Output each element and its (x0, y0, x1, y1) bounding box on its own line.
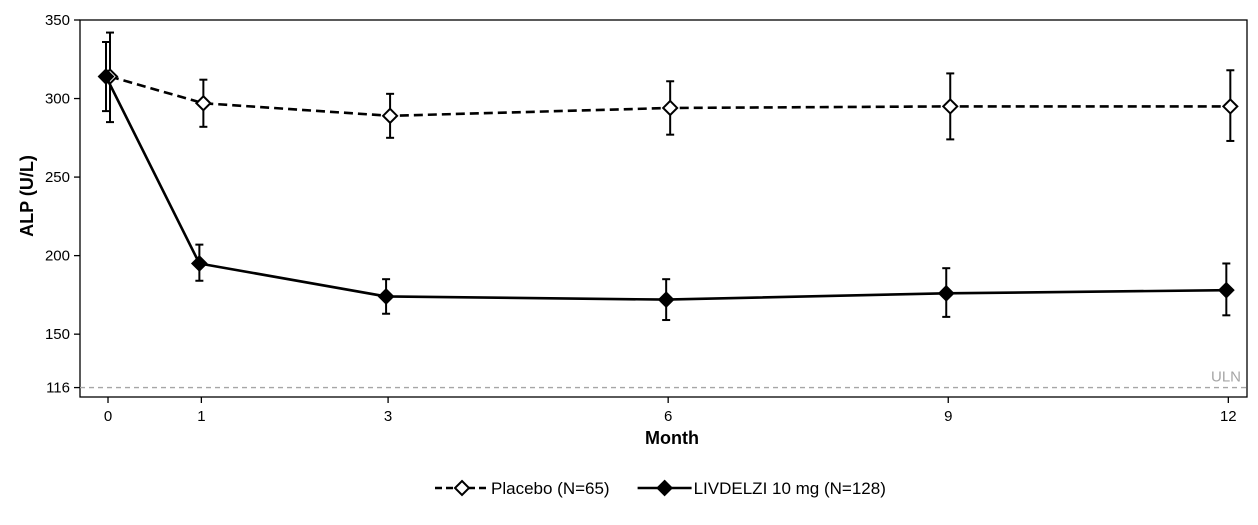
data-point-1-1 (190, 255, 208, 272)
plot-border (79, 19, 1248, 398)
legend-label-1: LIVDELZI 10 mg (N=128) (694, 479, 886, 498)
legend-marker-1 (656, 479, 674, 497)
y-axis-title-group: ALP (U/L) (17, 155, 37, 237)
x-tick-label-12: 12 (1220, 408, 1237, 425)
y-tick-label-150: 150 (45, 326, 70, 343)
x-tick-label-0: 0 (104, 408, 112, 425)
data-point-0-2 (381, 107, 399, 125)
data-point-1-4 (937, 284, 955, 302)
y-tick-label-350: 350 (45, 12, 70, 29)
plot-frame (79, 19, 1248, 398)
data-point-1-2 (377, 288, 395, 305)
data-point-0-3 (661, 99, 679, 117)
legend-item-0: Placebo (N=65) (435, 479, 610, 498)
y-axis: 116 150 200 250 300 350 (45, 12, 80, 397)
series-1 (97, 40, 1235, 322)
data-point-1-0 (97, 68, 115, 85)
x-tick-label-3: 3 (384, 408, 392, 425)
legend-item-1: LIVDELZI 10 mg (N=128) (637, 479, 886, 498)
x-tick-label-6: 6 (664, 408, 672, 425)
series-line-0 (109, 75, 1231, 118)
reference-line-group: ULN (80, 369, 1247, 389)
legend-marker-0 (453, 479, 471, 497)
y-tick-label-250: 250 (45, 169, 70, 186)
data-point-0-1 (194, 94, 212, 112)
y-tick-label-300: 300 (45, 91, 70, 108)
series-line-1 (104, 75, 1227, 301)
data-point-0-5 (1221, 97, 1239, 115)
y-axis-title: ALP (U/L) (17, 155, 37, 237)
x-axis: 0 1 3 6 9 12 (104, 397, 1237, 425)
y-tick-label-200: 200 (45, 248, 70, 265)
data-point-1-3 (657, 291, 675, 309)
x-tick-label-9: 9 (944, 408, 952, 425)
legend-label-0: Placebo (N=65) (491, 479, 610, 498)
legend: Placebo (N=65) LIVDELZI 10 mg (N=128) (435, 479, 886, 498)
series-0 (101, 31, 1239, 142)
y-tick-label-116: 116 (46, 380, 70, 397)
x-axis-title: Month (645, 428, 699, 448)
uln-label: ULN (1211, 369, 1241, 386)
x-tick-label-1: 1 (197, 408, 205, 425)
data-point-0-4 (941, 97, 959, 115)
data-point-1-5 (1217, 281, 1235, 299)
series-layer (97, 31, 1239, 322)
